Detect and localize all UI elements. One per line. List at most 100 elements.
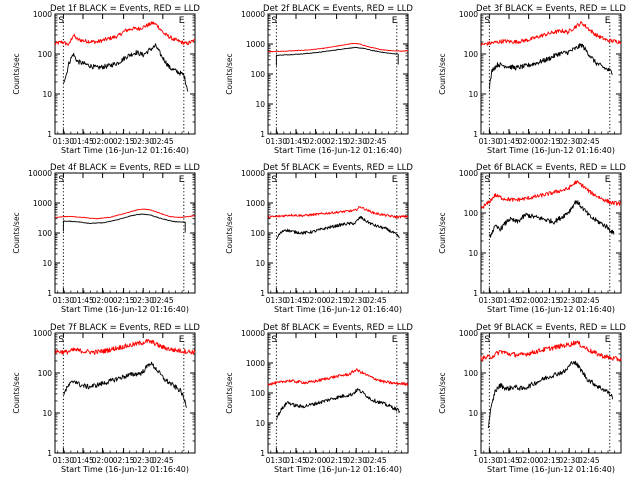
x-tick-label: 02:15 (326, 296, 348, 305)
x-tick-label: 02:30 (132, 137, 154, 146)
y-axis-label: Counts/sec (438, 53, 447, 94)
chart-title: Det 7f BLACK = Events, RED = LLD (50, 323, 200, 333)
y-tick-label: 1000 (33, 10, 52, 19)
axes-box (54, 332, 196, 454)
y-tick-label: 1 (473, 449, 478, 458)
y-tick-label: 1000 (246, 359, 265, 368)
y-tick-label: 100 (38, 369, 53, 378)
chart-title: Det 4f BLACK = Events, RED = LLD (50, 163, 200, 173)
y-tick-label: 1000 (459, 329, 478, 338)
series-events-line (275, 46, 399, 66)
x-tick-label: 02:00 (92, 137, 114, 146)
x-tick-label: 02:30 (345, 296, 367, 305)
chart-panel: Det 6f BLACK = Events, RED = LLD 1 10 100 10… (438, 163, 626, 314)
series-events-line (276, 215, 400, 239)
x-tick-label: 01:45 (285, 137, 307, 146)
y-tick-label: 10000 (28, 169, 52, 178)
y-axis-label: Counts/sec (12, 53, 21, 94)
y-tick-label: 100 (251, 389, 266, 398)
y-tick-label: 1 (260, 289, 265, 298)
e-marker-label: E (179, 16, 185, 26)
x-axis-label: Start Time (16-Jun-12 01:16:40) (487, 305, 615, 314)
x-tick-label: 02:00 (92, 296, 114, 305)
y-tick-label: 1 (47, 449, 52, 458)
chart-panel: Det 4f BLACK = Events, RED = LLD 1 10 100 10… (12, 163, 200, 314)
axes-box (267, 13, 409, 135)
y-tick-label: 10 (42, 259, 52, 268)
x-tick-label: 01:30 (53, 456, 75, 465)
y-tick-label: 1000 (459, 10, 478, 19)
s-marker-label: S (58, 335, 64, 345)
x-tick-label: 02:30 (345, 137, 367, 146)
x-tick-label: 02:00 (518, 137, 540, 146)
x-tick-label: 02:30 (132, 296, 154, 305)
chart-title: Det 1f BLACK = Events, RED = LLD (50, 4, 200, 14)
x-axis-label: Start Time (16-Jun-12 01:16:40) (61, 146, 189, 155)
x-tick-label: 02:45 (365, 456, 387, 465)
y-tick-label: 100 (464, 50, 479, 59)
y-tick-label: 10 (468, 409, 478, 418)
chart-title: Det 2f BLACK = Events, RED = LLD (263, 4, 413, 14)
y-axis-label: Counts/sec (438, 372, 447, 413)
chart-title: Det 9f BLACK = Events, RED = LLD (476, 323, 626, 333)
chart-title: Det 3f BLACK = Events, RED = LLD (476, 4, 626, 14)
s-marker-label: S (271, 16, 277, 26)
y-tick-label: 1000 (246, 40, 265, 49)
y-tick-label: 10000 (241, 329, 265, 338)
axes-box (480, 172, 622, 294)
x-tick-label: 02:15 (113, 296, 135, 305)
series-events-line (62, 213, 186, 233)
x-tick-label: 02:30 (558, 296, 580, 305)
y-tick-label: 10 (255, 419, 265, 428)
x-tick-label: 02:15 (326, 137, 348, 146)
x-tick-label: 02:45 (365, 137, 387, 146)
y-tick-label: 10 (468, 90, 478, 99)
y-tick-label: 10 (255, 100, 265, 109)
x-tick-label: 02:15 (539, 296, 561, 305)
series-events-line (488, 43, 613, 90)
series-lld-line (54, 208, 196, 220)
x-tick-label: 02:00 (518, 296, 540, 305)
y-axis-label: Counts/sec (12, 372, 21, 413)
s-marker-label: S (58, 175, 64, 185)
y-axis-label: Counts/sec (225, 53, 234, 94)
y-tick-label: 1000 (33, 199, 52, 208)
x-tick-label: 02:00 (518, 456, 540, 465)
y-tick-label: 10 (42, 409, 52, 418)
y-tick-label: 1 (47, 130, 52, 139)
series-lld-line (480, 21, 622, 47)
x-tick-label: 01:45 (498, 456, 520, 465)
y-tick-label: 100 (464, 369, 479, 378)
x-tick-label: 01:30 (266, 137, 288, 146)
y-tick-label: 1000 (246, 199, 265, 208)
series-lld-line (480, 340, 622, 362)
e-marker-label: E (179, 335, 185, 345)
e-marker-label: E (605, 335, 611, 345)
axes-box (54, 13, 196, 135)
x-axis-label: Start Time (16-Jun-12 01:16:40) (274, 146, 402, 155)
y-tick-label: 1 (260, 449, 265, 458)
x-tick-label: 02:45 (578, 137, 600, 146)
axes-box (480, 332, 622, 454)
series-lld-line (267, 42, 409, 53)
y-axis-label: Counts/sec (225, 372, 234, 413)
x-tick-label: 02:00 (305, 296, 327, 305)
series-events-line (487, 360, 614, 429)
x-tick-label: 02:15 (539, 456, 561, 465)
x-axis-label: Start Time (16-Jun-12 01:16:40) (487, 465, 615, 474)
axes-box (267, 332, 409, 454)
axes-box (267, 172, 409, 294)
x-tick-label: 02:45 (365, 296, 387, 305)
x-tick-label: 02:15 (539, 137, 561, 146)
series-events-line (63, 361, 188, 408)
chart-title: Det 5f BLACK = Events, RED = LLD (263, 163, 413, 173)
s-marker-label: S (271, 175, 277, 185)
y-axis-label: Counts/sec (438, 212, 447, 253)
series-lld-line (54, 339, 196, 355)
s-marker-label: S (58, 16, 64, 26)
y-tick-label: 1 (260, 130, 265, 139)
x-tick-label: 01:30 (266, 456, 288, 465)
x-tick-label: 02:30 (132, 456, 154, 465)
